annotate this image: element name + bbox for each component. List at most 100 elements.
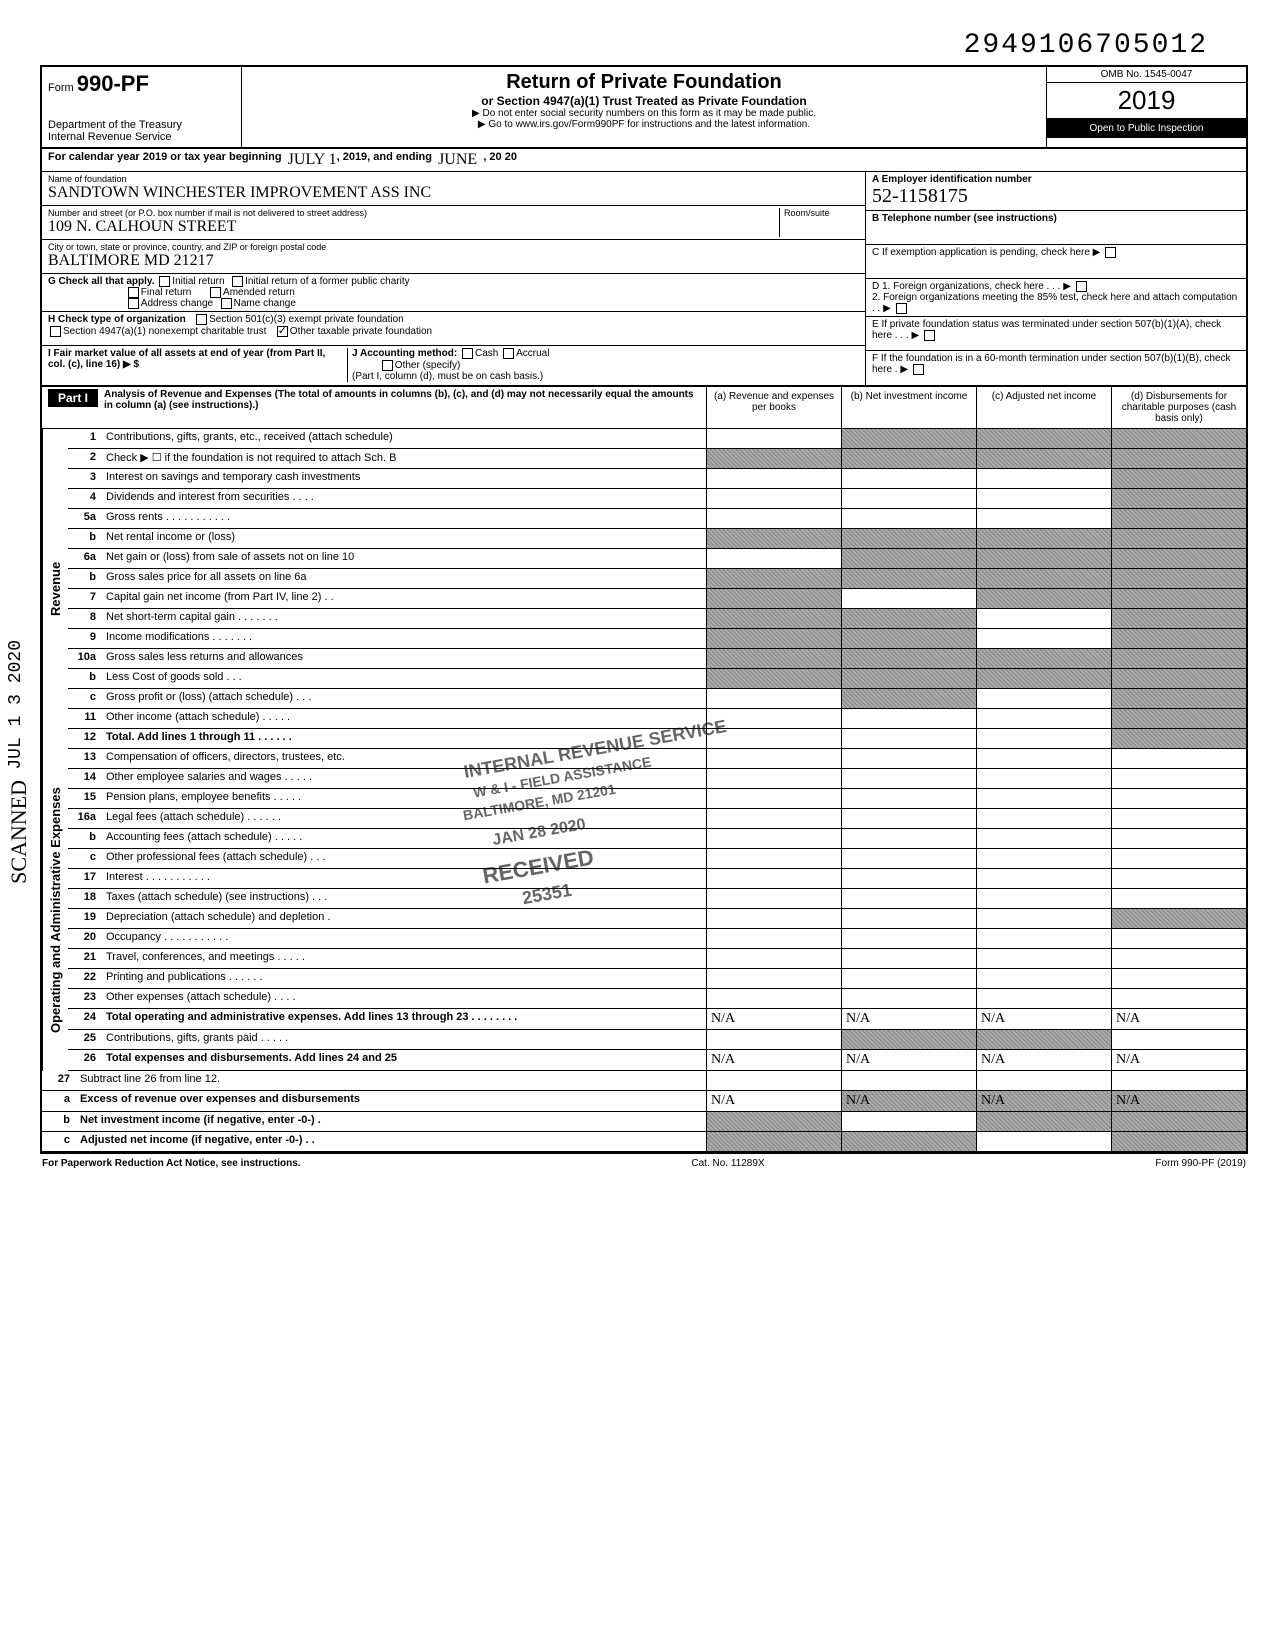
cell — [976, 589, 1111, 608]
cell: N/A — [1111, 1091, 1246, 1111]
cell — [841, 869, 976, 888]
cell — [706, 469, 841, 488]
opt-amended: Amended return — [223, 287, 295, 298]
check-other-method[interactable] — [382, 360, 393, 371]
check-amended[interactable] — [210, 287, 221, 298]
dept-line-2: Internal Revenue Service — [48, 131, 235, 143]
check-other-taxable[interactable] — [277, 326, 288, 337]
op-row-22: 22Printing and publications . . . . . . — [68, 969, 1246, 989]
rev-row-4: 4Dividends and interest from securities … — [68, 489, 1246, 509]
check-4947[interactable] — [50, 326, 61, 337]
check-foreign-org[interactable] — [1076, 281, 1087, 292]
cell: N/A — [976, 1091, 1111, 1111]
footer-left: For Paperwork Reduction Act Notice, see … — [42, 1158, 301, 1169]
check-85-test[interactable] — [896, 303, 907, 314]
cell — [706, 489, 841, 508]
line-desc: Taxes (attach schedule) (see instruction… — [102, 889, 706, 908]
bot-row-b: bNet investment income (if negative, ent… — [42, 1112, 1246, 1132]
na-value: N/A — [981, 1011, 1005, 1026]
page-footer: For Paperwork Reduction Act Notice, see … — [40, 1154, 1248, 1173]
cell — [976, 1132, 1111, 1151]
rev-row-1: 1Contributions, gifts, grants, etc., rec… — [68, 429, 1246, 449]
scanned-margin: SCANNED — [6, 780, 32, 884]
cell — [706, 1030, 841, 1049]
check-60-month[interactable] — [913, 364, 924, 375]
line-number: 17 — [68, 869, 102, 888]
ein-label: A Employer identification number — [872, 174, 1032, 185]
line-number: 11 — [68, 709, 102, 728]
opt-other-method: Other (specify) — [395, 360, 461, 371]
g-label: G Check all that apply. — [48, 276, 155, 287]
na-value: N/A — [846, 1093, 870, 1108]
opt-name: Name change — [234, 298, 296, 309]
line-number: b — [68, 829, 102, 848]
check-address-change[interactable] — [128, 298, 139, 309]
op-row-17: 17Interest . . . . . . . . . . . — [68, 869, 1246, 889]
line-desc: Compensation of officers, directors, tru… — [102, 749, 706, 768]
cell — [976, 889, 1111, 908]
check-501c3[interactable] — [196, 314, 207, 325]
na-value: N/A — [846, 1052, 870, 1067]
j-label: J Accounting method: — [352, 349, 457, 360]
col-a-head: (a) Revenue and expenses per books — [706, 387, 841, 428]
cell — [976, 649, 1111, 668]
line-number: 26 — [68, 1050, 102, 1070]
line-number: c — [68, 689, 102, 708]
d1-label: D 1. Foreign organizations, check here .… — [872, 281, 1071, 292]
check-initial-former[interactable] — [232, 276, 243, 287]
check-exemption-pending[interactable] — [1105, 247, 1116, 258]
line-desc: Printing and publications . . . . . . — [102, 969, 706, 988]
line-desc: Adjusted net income (if negative, enter … — [76, 1132, 706, 1151]
rev-row-2: 2Check ▶ ☐ if the foundation is not requ… — [68, 449, 1246, 469]
form-subtitle: or Section 4947(a)(1) Trust Treated as P… — [248, 94, 1040, 108]
line-number: 8 — [68, 609, 102, 628]
check-cash[interactable] — [462, 348, 473, 359]
opt-501c3: Section 501(c)(3) exempt private foundat… — [209, 315, 404, 326]
line-number: 27 — [42, 1071, 76, 1090]
open-inspection: Open to Public Inspection — [1047, 119, 1246, 138]
cell: N/A — [706, 1009, 841, 1029]
cell — [706, 849, 841, 868]
check-final-return[interactable] — [128, 287, 139, 298]
line-number: 19 — [68, 909, 102, 928]
cell — [976, 609, 1111, 628]
cell — [841, 649, 976, 668]
cell — [976, 569, 1111, 588]
op-row-14: 14Other employee salaries and wages . . … — [68, 769, 1246, 789]
line-desc: Less Cost of goods sold . . . — [102, 669, 706, 688]
line-number: 1 — [68, 429, 102, 448]
cell — [976, 729, 1111, 748]
cell — [706, 609, 841, 628]
line-number: b — [68, 569, 102, 588]
cell — [976, 769, 1111, 788]
cell — [976, 949, 1111, 968]
form-header: Form 990-PF Department of the Treasury I… — [42, 67, 1246, 149]
rev-row-8: 8Net short-term capital gain . . . . . .… — [68, 609, 1246, 629]
line-number: c — [68, 849, 102, 868]
cell — [1111, 1132, 1246, 1151]
check-name-change[interactable] — [221, 298, 232, 309]
cell — [706, 669, 841, 688]
cell — [976, 869, 1111, 888]
cell — [1111, 749, 1246, 768]
cell — [1111, 989, 1246, 1008]
cell — [841, 469, 976, 488]
bot-row-27: 27Subtract line 26 from line 12. — [42, 1071, 1246, 1091]
check-initial-return[interactable] — [159, 276, 170, 287]
end-date: JUNE — [438, 151, 477, 169]
j-note: (Part I, column (d), must be on cash bas… — [352, 371, 543, 382]
line-number: 10a — [68, 649, 102, 668]
opt-address: Address change — [141, 298, 213, 309]
check-accrual[interactable] — [503, 348, 514, 359]
line-number: 5a — [68, 509, 102, 528]
rev-row-6a: 6aNet gain or (loss) from sale of assets… — [68, 549, 1246, 569]
rev-row-11: 11Other income (attach schedule) . . . .… — [68, 709, 1246, 729]
cell — [976, 849, 1111, 868]
cell — [841, 989, 976, 1008]
foundation-name: SANDTOWN WINCHESTER IMPROVEMENT ASS INC — [48, 184, 431, 201]
line-desc: Travel, conferences, and meetings . . . … — [102, 949, 706, 968]
line-desc: Capital gain net income (from Part IV, l… — [102, 589, 706, 608]
cell: N/A — [1111, 1009, 1246, 1029]
cell — [841, 909, 976, 928]
check-terminated[interactable] — [924, 330, 935, 341]
